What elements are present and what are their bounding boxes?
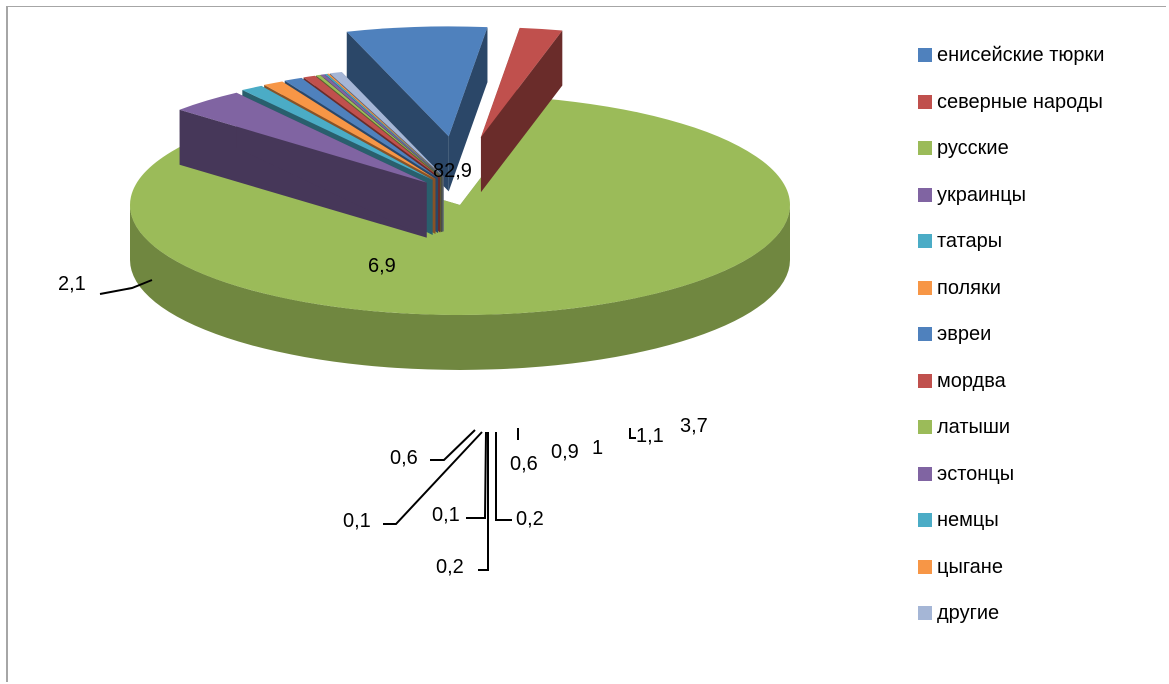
pie-slice — [346, 26, 488, 192]
data-label: 6,9 — [368, 255, 396, 277]
legend-label: енисейские тюрки — [937, 44, 1105, 66]
data-label: 0,6 — [390, 447, 418, 469]
legend: енисейские тюрки северные народы русские ук… — [918, 40, 1168, 645]
data-label: 0,2 — [516, 508, 544, 530]
data-label: 1,1 — [636, 425, 664, 447]
leader-line — [383, 431, 483, 525]
pie-slice — [179, 92, 427, 238]
legend-swatch — [918, 187, 932, 202]
legend-label: мордва — [937, 369, 1006, 392]
legend-swatch — [918, 420, 932, 434]
data-label: 0,2 — [436, 556, 464, 578]
data-label: 1 — [592, 437, 603, 459]
legend-swatch — [918, 373, 932, 388]
legend-item: немцы — [918, 505, 1168, 552]
data-label: 82,9 — [433, 160, 472, 182]
legend-item: татары — [918, 226, 1168, 273]
data-label: 3,7 — [680, 415, 708, 437]
legend-item: латыши — [918, 412, 1168, 459]
legend-item: русские — [918, 133, 1168, 180]
legend-swatch — [918, 559, 932, 574]
legend-swatch — [918, 513, 932, 527]
legend-swatch — [918, 48, 932, 62]
data-label: 0,1 — [343, 510, 371, 532]
legend-item: северные народы — [918, 87, 1168, 134]
legend-label: латыши — [937, 416, 1011, 438]
legend-label: татары — [937, 230, 1003, 252]
legend-swatch — [918, 327, 932, 341]
legend-swatch — [918, 466, 932, 481]
legend-item: поляки — [918, 273, 1168, 320]
legend-item: украинцы — [918, 180, 1168, 227]
legend-item: эстонцы — [918, 459, 1168, 506]
legend-label: поляки — [937, 276, 1001, 299]
legend-item: мордва — [918, 366, 1168, 413]
legend-label: эстонцы — [937, 462, 1015, 485]
legend-item: енисейские тюрки — [918, 40, 1168, 87]
data-label: 0,9 — [551, 441, 579, 463]
pie-slice — [480, 27, 563, 193]
legend-label: русские — [937, 137, 1009, 159]
leader-line — [430, 429, 476, 461]
data-label: 0,6 — [510, 453, 538, 475]
legend-label: северные народы — [937, 90, 1103, 113]
chart-frame — [6, 6, 1166, 682]
legend-label: другие — [937, 602, 1000, 624]
data-label: 0,1 — [432, 504, 460, 526]
legend-swatch — [918, 606, 932, 620]
legend-label: немцы — [937, 509, 999, 531]
legend-item: цыгане — [918, 552, 1168, 599]
legend-swatch — [918, 234, 932, 248]
legend-item: эвреи — [918, 319, 1168, 366]
leader-line — [99, 279, 153, 295]
legend-item: другие — [918, 598, 1168, 645]
data-label: 2,1 — [58, 273, 86, 295]
legend-label: украинцы — [937, 183, 1027, 206]
legend-swatch — [918, 94, 932, 109]
legend-swatch — [918, 280, 932, 295]
leader-line — [466, 431, 487, 519]
leader-line — [495, 432, 512, 521]
legend-label: цыгане — [937, 555, 1003, 578]
legend-label: эвреи — [937, 323, 992, 345]
legend-swatch — [918, 141, 932, 155]
leader-line — [478, 432, 489, 571]
leader-line — [629, 428, 636, 439]
